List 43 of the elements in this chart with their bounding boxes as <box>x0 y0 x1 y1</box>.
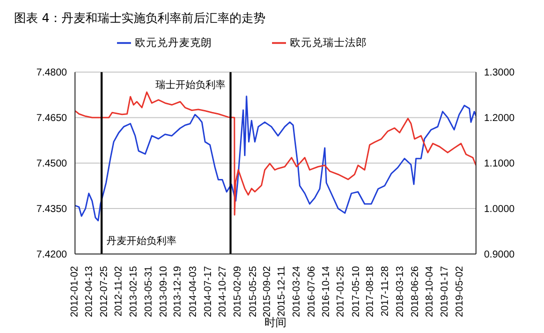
x-tick-label: 2015-05-25 <box>248 266 259 318</box>
x-tick-label: 2019-05-02 <box>454 266 466 318</box>
chart-title: 图表 4：丹麦和瑞士实施负利率前后汇率的走势 <box>13 10 266 27</box>
x-tick-label: 2012-01-02 <box>70 266 80 318</box>
x-tick-label: 2012-07-25 <box>98 266 110 318</box>
legend-label: 欧元兑丹麦克朗 <box>135 37 212 49</box>
y2-tick-label: 1.2000 <box>484 113 516 124</box>
legend-label: 欧元兑瑞士法郎 <box>290 37 367 49</box>
x-tick-label: 2015-02-09 <box>232 266 244 318</box>
x-tick-label: 2017-01-25 <box>336 266 347 318</box>
x-tick-label: 2016-03-24 <box>292 266 303 318</box>
x-tick-label: 2017-08-18 <box>365 266 376 318</box>
y-tick-label: 7.4350 <box>36 204 68 216</box>
y2-tick-label: 1.1000 <box>484 158 516 170</box>
y-tick-label: 7.4650 <box>36 113 68 124</box>
y-tick-label: 7.4200 <box>36 250 68 261</box>
y2-tick-label: 0.9000 <box>484 250 516 261</box>
x-tick-label: 2014-10-27 <box>218 266 229 318</box>
y2-tick-label: 1.3000 <box>484 68 516 79</box>
x-axis-title: 时间 <box>264 316 286 329</box>
x-tick-label: 2018-10-04 <box>424 266 436 318</box>
x-tick-label: 2013-09-10 <box>158 266 170 318</box>
x-tick-label: 2018-06-26 <box>410 266 422 318</box>
x-tick-label: 2013-12-19 <box>172 266 184 318</box>
x-tick-label: 2018-03-13 <box>394 266 406 318</box>
y2-tick-label: 1.0000 <box>484 204 516 216</box>
x-tick-label: 2016-10-14 <box>320 266 332 318</box>
x-tick-label: 2016-07-06 <box>306 266 318 318</box>
x-tick-label: 2017-11-28 <box>380 266 391 316</box>
x-tick-label: 2014-07-17 <box>202 266 214 318</box>
x-tick-label: 2014-04-03 <box>188 266 199 318</box>
x-tick-label: 2015-09-02 <box>262 266 274 318</box>
x-tick-label: 2012-11-02 <box>113 266 124 316</box>
x-tick-label: 2019-01-17 <box>440 266 451 318</box>
ref-line-label: 丹麦开始负利率 <box>106 235 177 247</box>
ref-line-label: 瑞士开始负利率 <box>156 79 226 92</box>
x-tick-label: 2013-05-31 <box>144 266 155 318</box>
y-tick-label: 7.4800 <box>36 68 68 79</box>
x-tick-label: 2017-05-10 <box>350 266 362 318</box>
x-tick-label: 2013-02-15 <box>128 266 140 318</box>
y-tick-label: 7.4500 <box>36 158 68 170</box>
x-tick-label: 2012-04-13 <box>84 266 96 318</box>
x-tick-label: 2015-12-11 <box>276 266 288 316</box>
